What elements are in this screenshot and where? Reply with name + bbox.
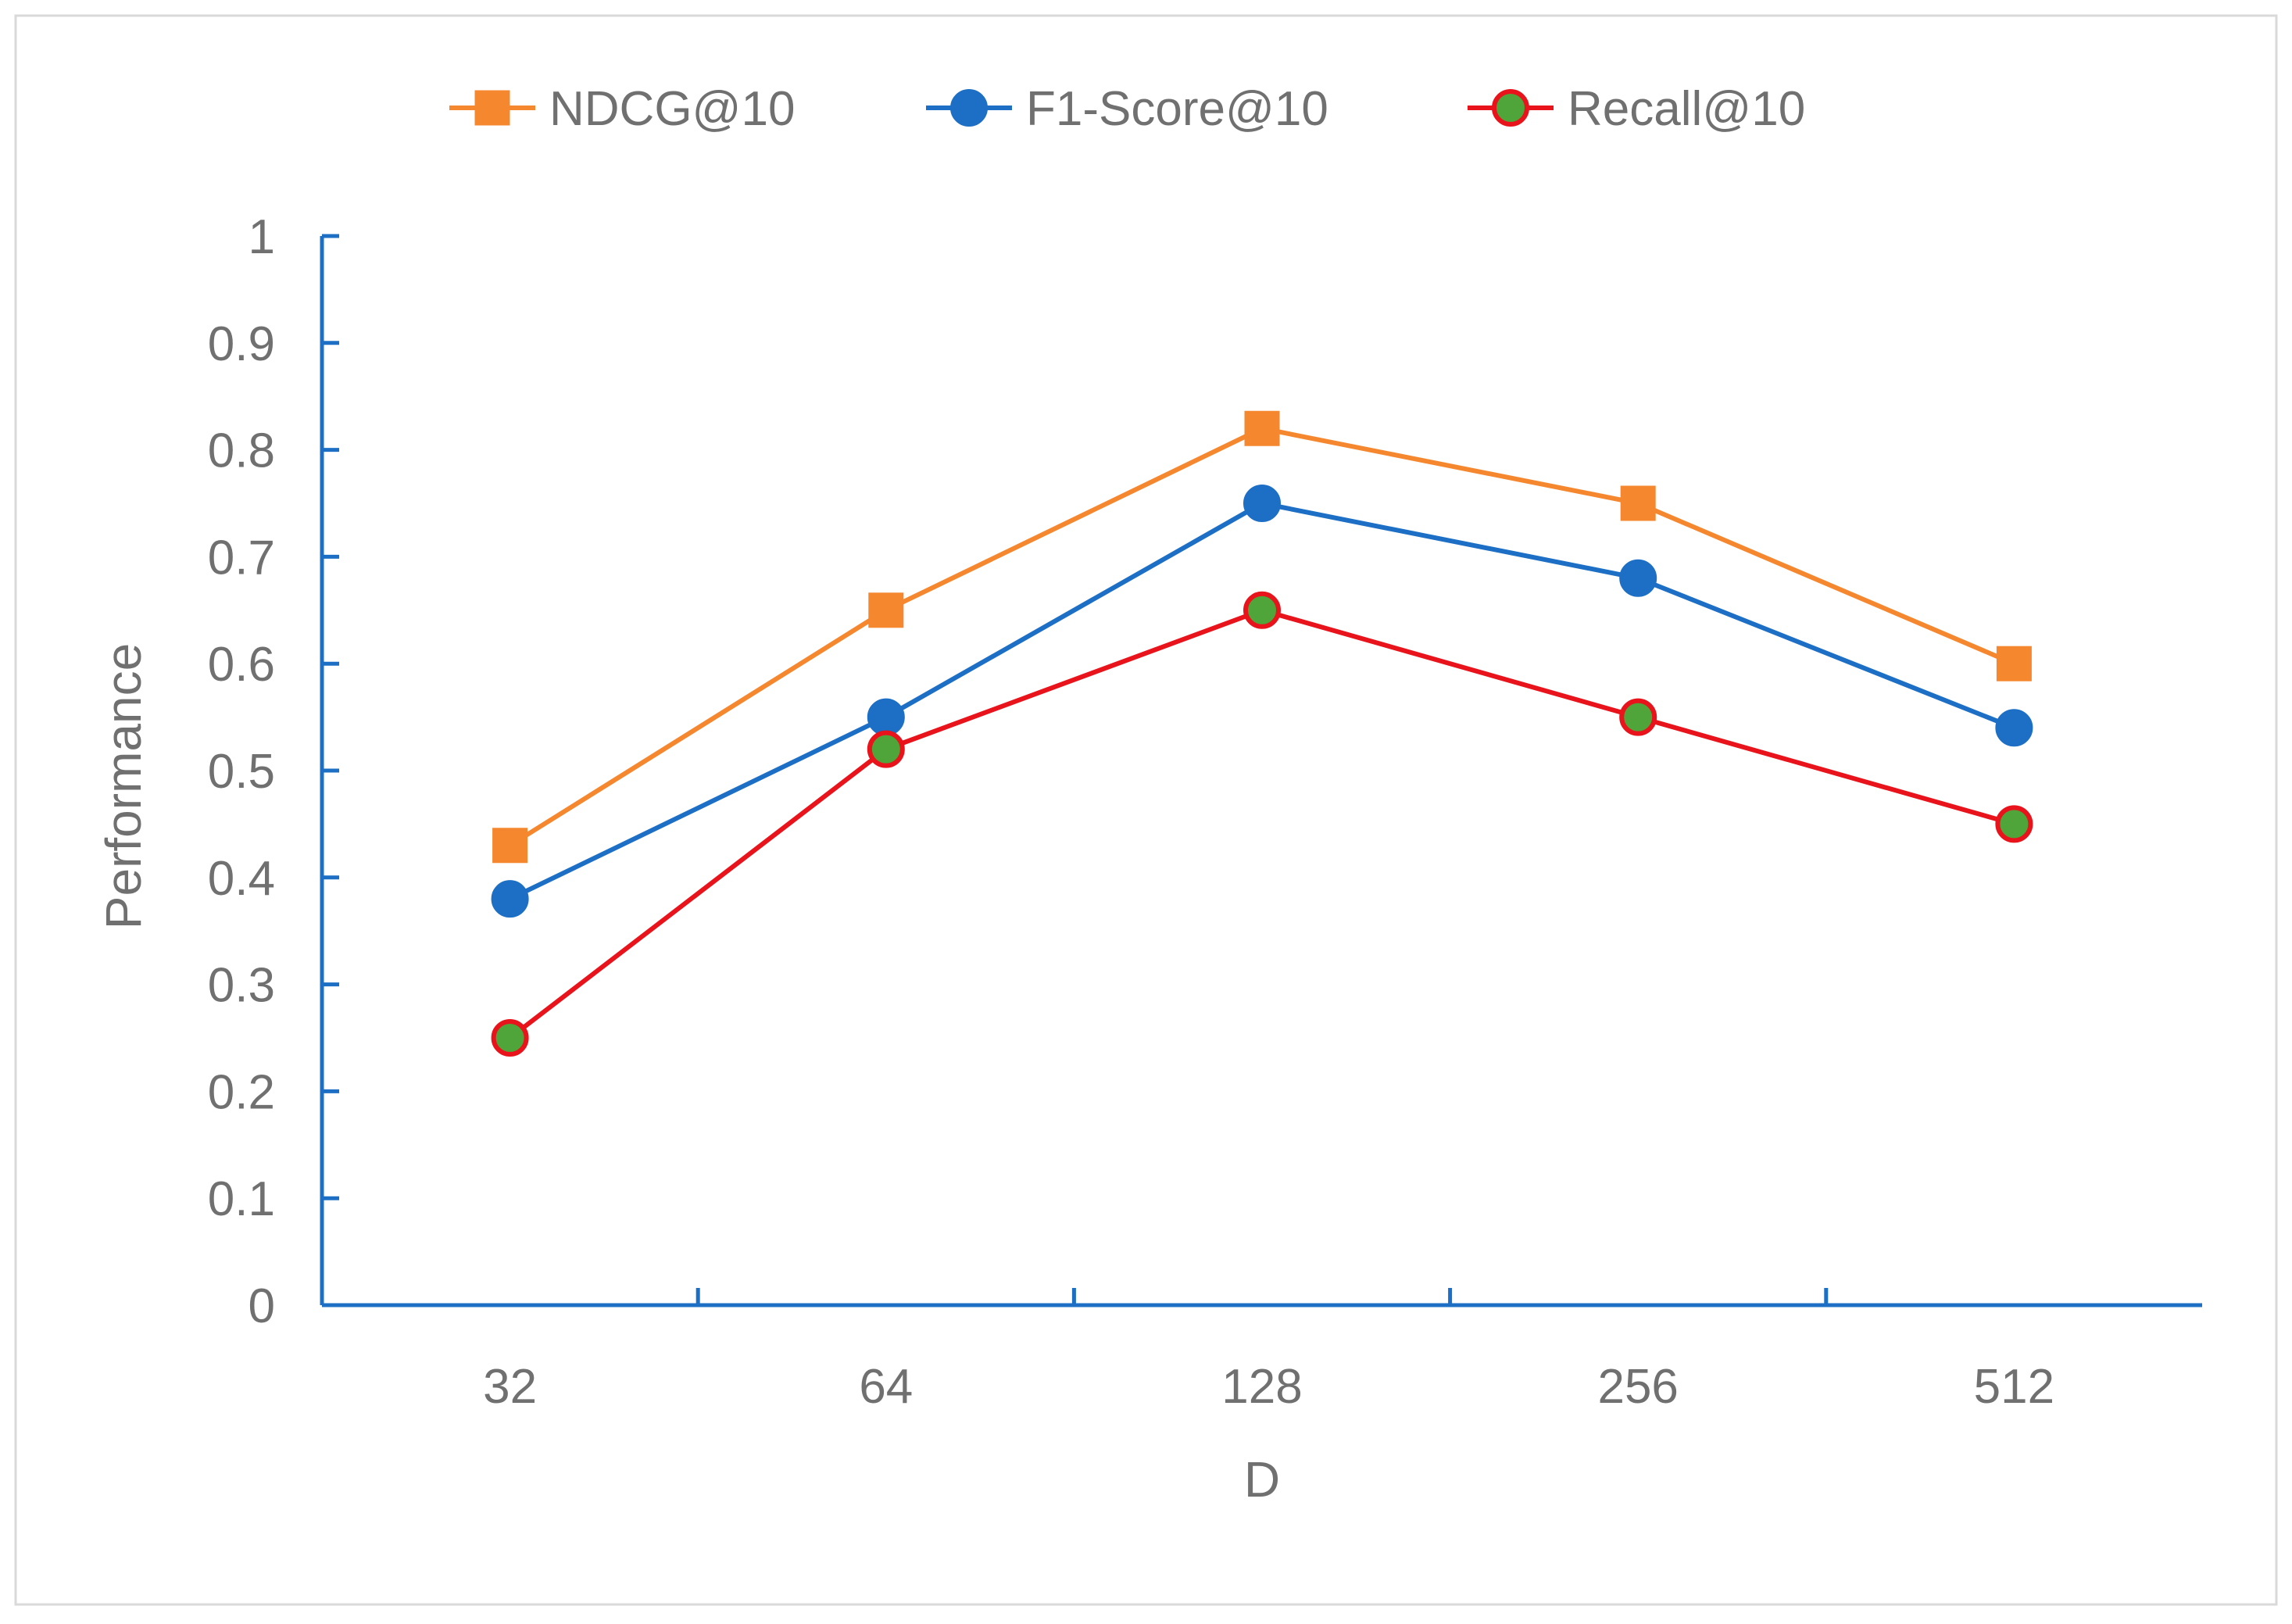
data-point — [867, 730, 905, 768]
legend-marker — [1492, 89, 1529, 127]
y-tick-label: 0.7 — [208, 531, 275, 585]
x-tick-label: 128 — [1221, 1360, 1302, 1414]
data-point — [867, 698, 905, 736]
data-point — [1619, 698, 1657, 736]
y-axis-label: Performance — [95, 643, 152, 929]
legend-marker — [474, 90, 510, 126]
y-tick-label: 0.2 — [208, 1065, 275, 1119]
legend-marker — [950, 89, 988, 127]
y-tick-label: 0 — [249, 1279, 275, 1333]
data-point — [1995, 709, 2033, 747]
x-tick-label: 256 — [1597, 1360, 1678, 1414]
legend-label: NDCG@10 — [549, 82, 795, 136]
data-point — [492, 828, 528, 864]
data-point — [1620, 485, 1656, 521]
y-tick-label: 0.8 — [208, 424, 275, 478]
data-point — [1243, 591, 1281, 629]
x-tick-label: 64 — [859, 1360, 913, 1414]
y-tick-label: 1 — [249, 210, 275, 264]
y-tick-label: 0.6 — [208, 638, 275, 692]
y-tick-label: 0.3 — [208, 959, 275, 1013]
y-tick-label: 0.9 — [208, 317, 275, 371]
data-point — [1996, 646, 2032, 681]
data-point — [868, 592, 904, 628]
legend-label: F1-Score@10 — [1026, 82, 1328, 136]
axes: 0 0.1 0.2 0.3 0.4 0.5 0.6 0.7 0.8 0.9 1 32 64 128 256 5… — [208, 210, 2202, 1414]
y-tick-label: 0.1 — [208, 1172, 275, 1226]
data-point — [491, 1019, 529, 1057]
data-point — [491, 880, 529, 918]
y-tick-label: 0.4 — [208, 852, 275, 906]
series-markers — [491, 410, 2033, 1057]
x-axis-label: D — [1244, 1451, 1280, 1508]
data-point — [1619, 559, 1657, 597]
x-tick-label: 512 — [1974, 1360, 2054, 1414]
data-point — [1244, 410, 1280, 446]
legend: NDCG@10 F1-Score@10 Recall@10 — [449, 82, 1805, 136]
y-tick-label: 0.5 — [208, 745, 275, 799]
data-point — [1995, 805, 2033, 843]
chart-frame — [14, 14, 2278, 1606]
data-point — [1243, 485, 1281, 522]
x-tick-label: 32 — [483, 1360, 537, 1414]
legend-label: Recall@10 — [1568, 82, 1805, 136]
